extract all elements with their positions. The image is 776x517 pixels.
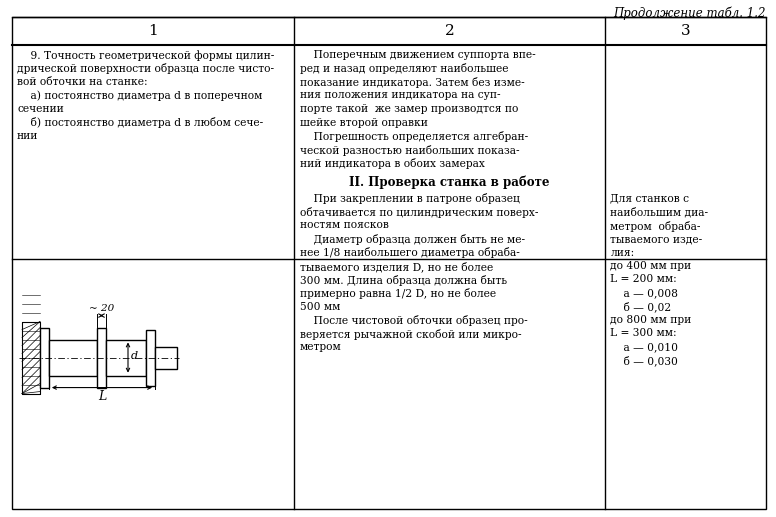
Text: После чистовой обточки образец про-: После чистовой обточки образец про- (300, 315, 528, 326)
Text: 9. Точность геометрической формы цилин-: 9. Точность геометрической формы цилин- (17, 50, 275, 61)
Text: ред и назад определяют наибольшее: ред и назад определяют наибольшее (300, 64, 508, 74)
Bar (97, 328, 106, 388)
Text: ческой разностью наибольших показа-: ческой разностью наибольших показа- (300, 144, 520, 156)
Text: 2: 2 (445, 24, 455, 38)
Text: сечении: сечении (17, 104, 64, 114)
Text: 500 мм: 500 мм (300, 301, 341, 312)
Text: нии: нии (17, 131, 38, 141)
Text: Продолжение табл. 1.2: Продолжение табл. 1.2 (614, 7, 766, 21)
Text: d: d (131, 351, 138, 360)
Text: 1: 1 (148, 24, 158, 38)
Bar (40, 328, 49, 388)
Text: Диаметр образца должен быть не ме-: Диаметр образца должен быть не ме- (300, 234, 525, 245)
Bar (155, 346, 177, 369)
Text: Погрешность определяется алгебран-: Погрешность определяется алгебран- (300, 131, 528, 142)
Text: а) постоянство диаметра d в поперечном: а) постоянство диаметра d в поперечном (17, 90, 262, 101)
Text: дрической поверхности образца после чисто-: дрической поверхности образца после чист… (17, 64, 274, 74)
Text: веряется рычажной скобой или микро-: веряется рычажной скобой или микро- (300, 328, 521, 340)
Text: б — 0,030: б — 0,030 (611, 356, 678, 366)
Text: порте такой  же замер производтся по: порте такой же замер производтся по (300, 104, 518, 114)
Text: метром  обраба-: метром обраба- (611, 220, 701, 232)
Text: б) постоянство диаметра d в любом сече-: б) постоянство диаметра d в любом сече- (17, 117, 263, 129)
Text: II. Проверка станка в работе: II. Проверка станка в работе (349, 175, 550, 189)
Text: показание индикатора. Затем без изме-: показание индикатора. Затем без изме- (300, 77, 525, 88)
Text: тываемого изде-: тываемого изде- (611, 234, 702, 244)
Text: ностям поясков: ностям поясков (300, 220, 389, 231)
Text: шейке второй оправки: шейке второй оправки (300, 117, 428, 128)
Text: примерно равна 1/2 D, но не более: примерно равна 1/2 D, но не более (300, 288, 496, 299)
Text: ния положения индикатора на суп-: ния положения индикатора на суп- (300, 90, 501, 100)
Text: вой обточки на станке:: вой обточки на станке: (17, 77, 147, 87)
Text: до 800 мм при: до 800 мм при (611, 315, 691, 325)
Bar (22, 322, 40, 393)
Text: до 400 мм при: до 400 мм при (611, 261, 691, 271)
Text: 300 мм. Длина образца должна быть: 300 мм. Длина образца должна быть (300, 275, 508, 285)
Text: L = 200 мм:: L = 200 мм: (611, 275, 677, 284)
Text: тываемого изделия D, но не более: тываемого изделия D, но не более (300, 261, 494, 272)
Text: Поперечным движением суппорта впе-: Поперечным движением суппорта впе- (300, 50, 535, 60)
Text: Для станков с: Для станков с (611, 193, 689, 204)
Bar (106, 340, 146, 375)
Text: ний индикатора в обоих замерах: ний индикатора в обоих замерах (300, 158, 485, 169)
Text: а — 0,010: а — 0,010 (611, 342, 678, 352)
Text: При закреплении в патроне образец: При закреплении в патроне образец (300, 193, 520, 205)
Text: нее 1/8 наибольшего диаметра обраба-: нее 1/8 наибольшего диаметра обраба- (300, 248, 520, 258)
Text: лия:: лия: (611, 248, 635, 257)
Text: а — 0,008: а — 0,008 (611, 288, 678, 298)
Text: метром: метром (300, 342, 341, 352)
Bar (146, 329, 155, 386)
Text: L: L (98, 390, 106, 403)
Text: L = 300 мм:: L = 300 мм: (611, 328, 677, 339)
Text: ~ 20: ~ 20 (89, 303, 114, 313)
Text: 3: 3 (681, 24, 691, 38)
Bar (49, 340, 97, 375)
Text: б — 0,02: б — 0,02 (611, 301, 671, 312)
Text: наибольшим диа-: наибольшим диа- (611, 207, 708, 218)
Text: обтачивается по цилиндрическим поверх-: обтачивается по цилиндрическим поверх- (300, 207, 539, 218)
